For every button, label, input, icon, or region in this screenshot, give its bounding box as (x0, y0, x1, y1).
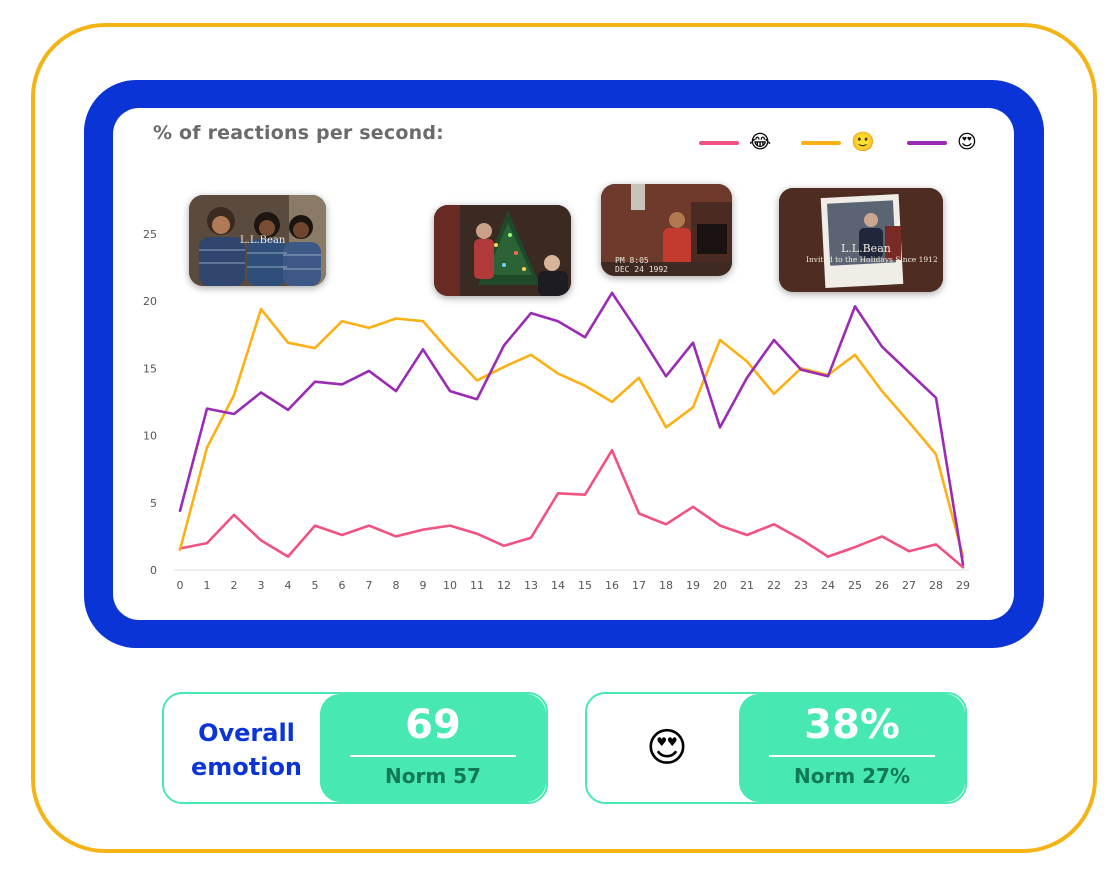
thumbnail-subcaption-polaroid: Invited to the Holidays Since 1912 (806, 255, 938, 264)
x-tick-label: 1 (204, 579, 211, 592)
overall-emotion-label-line1: Overall (198, 719, 295, 747)
x-tick-label: 15 (578, 579, 592, 592)
overall-emotion-divider (350, 755, 516, 757)
x-tick-label: 2 (231, 579, 238, 592)
chart-card: % of reactions per second: 😂 🙂 😍 0 5 10 15 2… (113, 108, 1014, 620)
thumbnail-caption-family: L.L.Bean (240, 235, 286, 246)
overall-emotion-value: 69 (405, 702, 461, 748)
y-tick-label: 15 (143, 362, 157, 375)
love-reaction-divider (769, 755, 935, 757)
heart-eyes-icon: 😍 (646, 725, 688, 771)
x-tick-label: 16 (605, 579, 619, 592)
x-tick-label: 23 (794, 579, 808, 592)
y-tick-label: 20 (143, 295, 157, 308)
overall-emotion-label: Overall emotion (164, 716, 329, 784)
legend-label-laugh: 😂 (749, 131, 772, 153)
y-tick-label: 0 (150, 564, 157, 577)
y-tick-label: 25 (143, 228, 157, 241)
vhs-fireplace-scene (601, 184, 732, 276)
x-tick-label: 25 (848, 579, 862, 592)
x-tick-label: 9 (420, 579, 427, 592)
love-reaction-score-panel: 38% Norm 27% (739, 694, 965, 802)
x-tick-label: 22 (767, 579, 781, 592)
x-tick-label: 19 (686, 579, 700, 592)
overall-emotion-card: Overall emotion 69 Norm 57 (162, 692, 548, 804)
love-reaction-value: 38% (804, 702, 900, 748)
chart-title: % of reactions per second: (153, 122, 444, 144)
legend-line-love (907, 141, 947, 145)
x-tick-label: 28 (929, 579, 943, 592)
legend-label-love: 😍 (957, 131, 977, 153)
family-scene (189, 195, 326, 286)
y-tick-label: 5 (150, 497, 157, 510)
x-tick-label: 29 (956, 579, 970, 592)
x-tick-label: 3 (258, 579, 265, 592)
x-tick-label: 20 (713, 579, 727, 592)
polaroid-scene (779, 188, 943, 292)
overall-emotion-norm: Norm 57 (385, 764, 481, 788)
thumbnail-polaroid: L.L.Bean Invited to the Holidays Since 1… (779, 188, 943, 292)
legend-line-smile (801, 141, 841, 145)
x-tick-label: 8 (393, 579, 400, 592)
thumbnail-christmas-tree (434, 205, 571, 296)
x-tick-label: 14 (551, 579, 565, 592)
overall-emotion-score-panel: 69 Norm 57 (320, 694, 546, 802)
overall-emotion-label-line2: emotion (190, 753, 303, 781)
x-tick-label: 17 (632, 579, 646, 592)
x-tick-label: 0 (177, 579, 184, 592)
y-tick-label: 10 (143, 430, 157, 443)
series-line-smile (178, 307, 965, 558)
x-tick-label: 24 (821, 579, 835, 592)
x-tick-label: 5 (312, 579, 319, 592)
thumbnail-vhs-fireplace: PM 8:05 DEC 24 1992 (601, 184, 732, 276)
legend-label-smile: 🙂 (851, 131, 875, 153)
christmas-tree-scene (434, 205, 571, 296)
x-tick-label: 11 (470, 579, 484, 592)
x-tick-label: 26 (875, 579, 889, 592)
thumbnail-caption-polaroid: L.L.Bean (841, 242, 891, 255)
x-tick-label: 18 (659, 579, 673, 592)
x-tick-label: 27 (902, 579, 916, 592)
x-tick-label: 21 (740, 579, 754, 592)
x-tick-label: 12 (497, 579, 511, 592)
love-reaction-card: 😍 38% Norm 27% (585, 692, 967, 804)
series-line-love (178, 291, 965, 566)
x-tick-label: 13 (524, 579, 538, 592)
series-line-laugh (178, 448, 965, 569)
x-tick-label: 4 (285, 579, 292, 592)
love-reaction-norm: Norm 27% (793, 764, 910, 788)
x-tick-label: 7 (366, 579, 373, 592)
thumbnail-family-photo: L.L.Bean (189, 195, 326, 286)
x-tick-label: 10 (443, 579, 457, 592)
legend-line-laugh (699, 141, 739, 145)
thumbnail-caption-vhs: PM 8:05 DEC 24 1992 (615, 256, 668, 274)
x-tick-label: 6 (339, 579, 346, 592)
